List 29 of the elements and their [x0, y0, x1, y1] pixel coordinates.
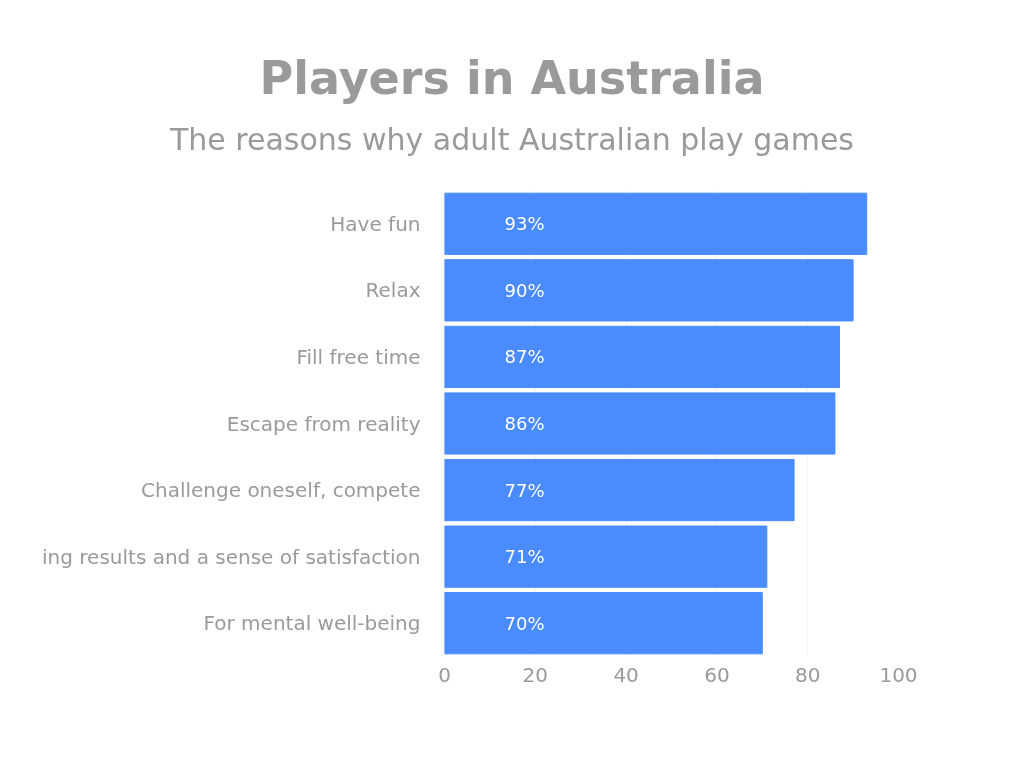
bar — [444, 392, 836, 455]
data-label: 87% — [504, 346, 545, 368]
data-label: 71% — [504, 546, 545, 568]
data-label: 86% — [504, 413, 545, 434]
chart-title: Players in Australia — [259, 50, 765, 107]
y-tick-label: For mental well-being — [203, 611, 421, 636]
x-tick-label: 100 — [879, 662, 918, 687]
y-tick-label: Fill free time — [296, 344, 421, 369]
y-tick-label: Have fun — [330, 211, 421, 236]
data-label: 77% — [504, 479, 545, 501]
data-label: 90% — [504, 279, 545, 301]
bar — [444, 259, 854, 322]
bar — [444, 458, 795, 522]
chart-subtitle: The reasons why adult Australian play games — [170, 121, 854, 159]
bar — [444, 525, 768, 588]
bar — [444, 592, 763, 655]
bar — [444, 192, 868, 255]
bar — [444, 325, 840, 389]
y-tick-label: ing results and a sense of satisfaction — [42, 544, 421, 569]
data-label: 70% — [504, 612, 545, 634]
x-tick-label: 0 — [438, 662, 451, 687]
y-tick-label: Challenge oneself, compete — [141, 478, 421, 503]
x-tick-label: 40 — [613, 662, 639, 687]
x-tick-label: 60 — [704, 662, 730, 687]
x-tick-label: 20 — [522, 662, 549, 687]
x-tick-label: 80 — [794, 662, 821, 687]
y-tick-label: Relax — [365, 278, 421, 303]
y-tick-label: Escape from reality — [226, 411, 421, 436]
data-label: 93% — [504, 213, 545, 235]
